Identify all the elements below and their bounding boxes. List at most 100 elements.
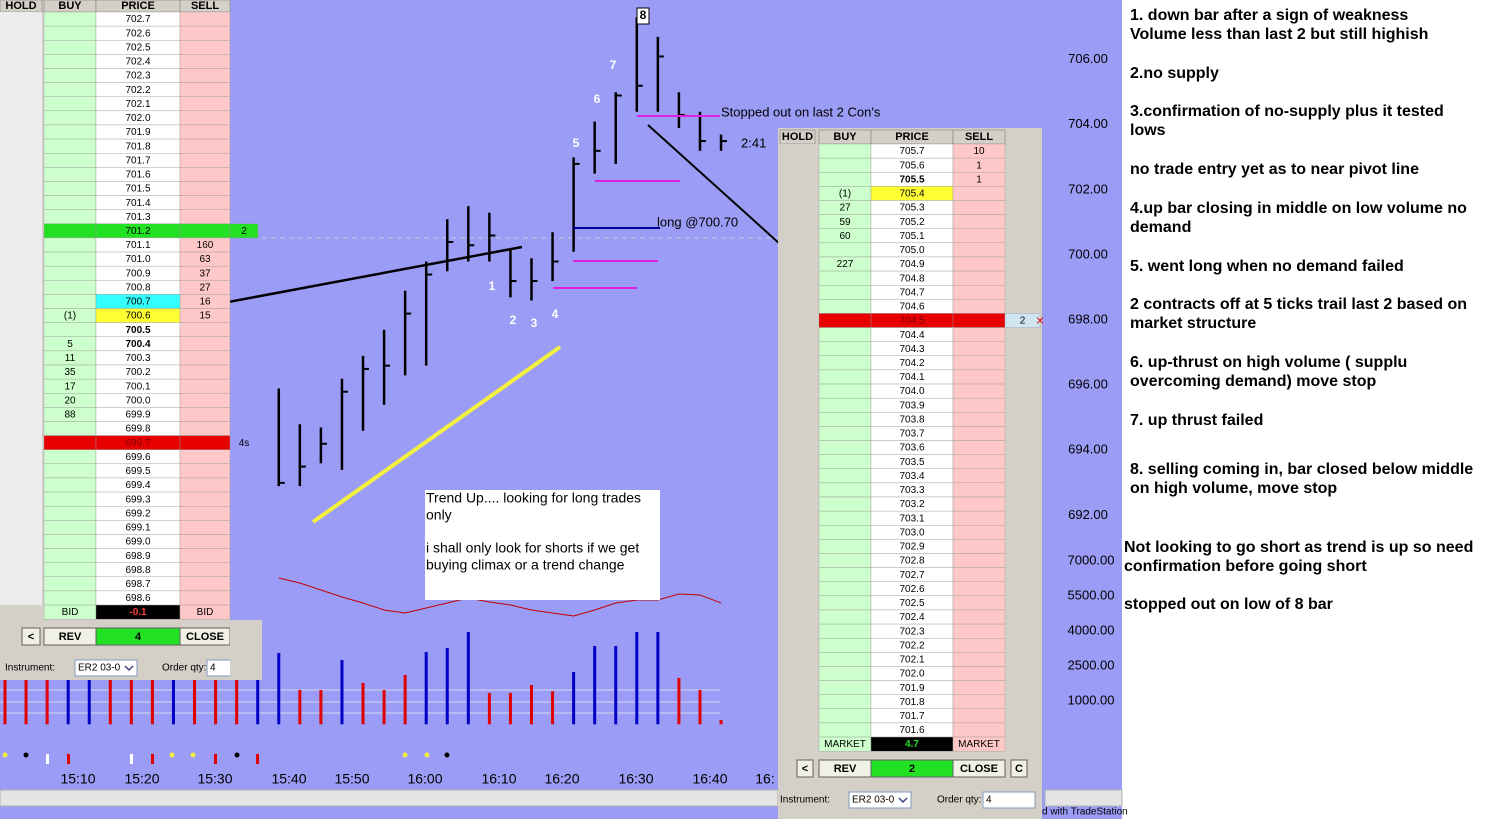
ladder-cell — [952, 397, 1006, 413]
ladder-cell — [952, 256, 1006, 272]
note-text: 6. up-thrust on high volume ( supplu — [1130, 354, 1407, 371]
instrument-select[interactable] — [74, 659, 138, 677]
button-label: 2 — [909, 763, 915, 775]
ladder-price: 698.9 — [125, 551, 150, 562]
time-label: 16:20 — [544, 771, 579, 787]
ladder-buy: (1) — [64, 311, 76, 322]
volume-bar — [551, 691, 555, 725]
ladder-price: 698.7 — [125, 579, 150, 590]
ladder-header-text: HOLD — [5, 0, 36, 12]
ladder-cell — [818, 143, 872, 159]
ladder-cell — [818, 313, 872, 328]
ladder-cell — [179, 407, 231, 422]
ladder-price: 705.3 — [899, 203, 924, 214]
ladder-cell — [952, 708, 1006, 724]
ladder-sell: 63 — [199, 254, 211, 265]
ladder-cell — [43, 110, 97, 126]
ladder-cell — [43, 534, 97, 549]
ladder-cell — [179, 548, 231, 563]
scrollbar[interactable] — [0, 789, 779, 807]
ladder-cell — [179, 124, 231, 140]
ladder-cell — [952, 736, 1006, 752]
ladder-cell — [952, 228, 1006, 244]
ladder-cell — [179, 110, 231, 126]
ladder-cell — [43, 138, 97, 154]
ladder-cell — [229, 223, 259, 239]
ladder-buy: 227 — [837, 259, 854, 270]
button[interactable] — [21, 627, 41, 646]
dropdown-arrow — [898, 797, 908, 804]
ladder-price: 702.5 — [125, 42, 150, 53]
annotation: Stopped out on last 2 Con's — [721, 104, 881, 119]
ladder-side: 2 — [1020, 316, 1026, 327]
ladder-price: 701.3 — [125, 212, 150, 223]
scrollbar[interactable] — [1044, 789, 1123, 807]
ladder-cell — [43, 181, 97, 196]
ladder-buy: 88 — [64, 410, 76, 421]
ladder-price: 699.5 — [125, 466, 150, 477]
ladder-cell — [818, 680, 872, 695]
ladder-buy: 59 — [839, 217, 851, 228]
button-label: REV — [834, 763, 857, 775]
ladder-cell — [818, 567, 872, 582]
instrument-select[interactable] — [848, 791, 912, 809]
ladder-price: 705.1 — [899, 231, 924, 242]
ladder-cell — [43, 576, 97, 592]
ladder-price: 702.9 — [899, 542, 924, 553]
volume-bar — [66, 663, 70, 725]
ladder-cell — [818, 652, 872, 667]
marker — [2, 752, 8, 758]
button-label: < — [802, 763, 808, 775]
dom-ladders: HOLD BUY PRICE SELL 702.7 702.6 702.5 702.4 702.… — [0, 0, 1128, 819]
button[interactable] — [952, 759, 1006, 778]
ladder-price: 701.0 — [125, 254, 150, 265]
volume-bar — [424, 651, 428, 725]
time-label: 15:10 — [60, 771, 95, 787]
field-label: Instrument: — [5, 663, 55, 674]
note-text: market structure — [1130, 315, 1256, 332]
button[interactable] — [1010, 759, 1028, 778]
time-label: 16:10 — [481, 771, 516, 787]
ladder-price: 700.2 — [125, 367, 150, 378]
label-box — [636, 7, 650, 25]
ladder-cell — [818, 553, 872, 568]
ladder-cell — [818, 623, 872, 639]
ladder-price: 700.8 — [125, 282, 150, 293]
ladder-cell — [952, 242, 1006, 258]
marker — [256, 754, 259, 764]
ladder-price: 704.5 — [899, 316, 924, 327]
time-label: 15:20 — [124, 771, 159, 787]
volume-bar — [108, 661, 112, 725]
volume-tick-label: 7000.00 — [1068, 552, 1115, 567]
field-label: Instrument: — [780, 795, 830, 806]
volume-bar — [87, 656, 91, 725]
footer-text: d with TradeStation — [1042, 807, 1128, 818]
volume-bar — [3, 654, 7, 725]
volume-tick-label: 5500.00 — [1068, 587, 1115, 602]
button-label: C — [1015, 763, 1023, 775]
wave-label: 7 — [610, 58, 617, 72]
ladder-header-text: HOLD — [782, 131, 813, 143]
ladder-side: 4s — [239, 438, 250, 449]
note-text: 5. went long when no demand failed — [1130, 258, 1404, 275]
ladder-cell — [818, 708, 872, 724]
ladder-cell — [43, 590, 97, 606]
wave-label: 6 — [594, 92, 601, 106]
ladder-cell — [952, 666, 1006, 681]
ladder-cell — [952, 623, 1006, 639]
ladder-price: 700.9 — [125, 268, 150, 279]
ladder-cell — [952, 680, 1006, 695]
ladder-price: 700.3 — [125, 353, 150, 364]
volume-bar — [340, 659, 344, 725]
ladder-cell — [952, 200, 1006, 215]
button[interactable] — [796, 759, 814, 778]
price-tick-label: 698.00 — [1068, 312, 1108, 327]
cancel-x[interactable] — [1036, 317, 1044, 324]
ladder-header-text: PRICE — [895, 131, 929, 143]
ladder-cell — [179, 25, 231, 41]
ladder-side: 2 — [241, 226, 247, 237]
note-text: confirmation before going short — [1124, 558, 1367, 575]
qty-input[interactable] — [982, 791, 1036, 809]
ladder-price: 705.5 — [899, 174, 924, 185]
